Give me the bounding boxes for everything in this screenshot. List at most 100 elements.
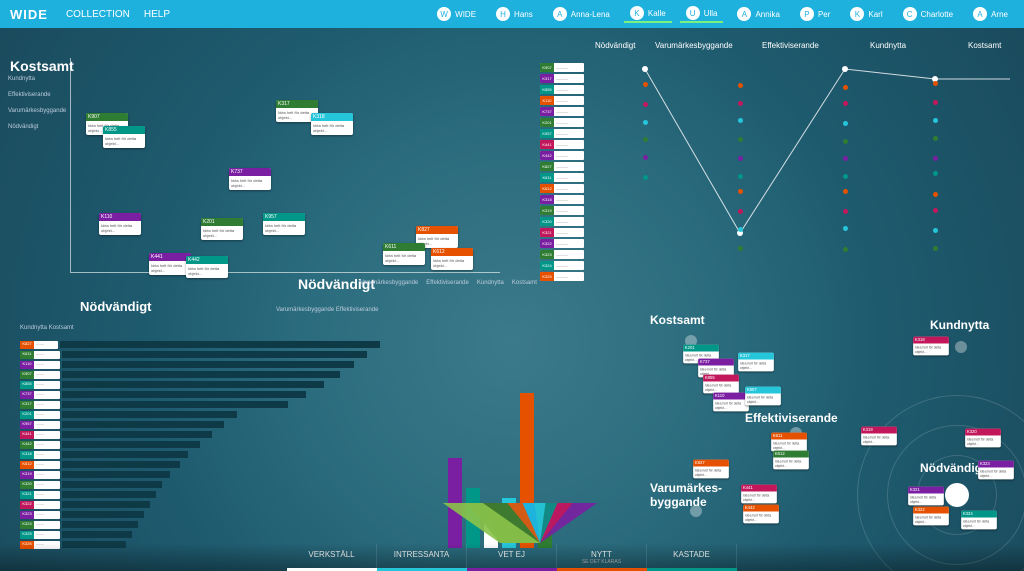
bottom-tab[interactable]: NYTTSE DET KLARAS xyxy=(557,544,647,571)
idea-card[interactable]: K612Idéa helt för detta objekt... xyxy=(773,451,809,470)
q1-scatter[interactable]: K907Idéa helt för detta objekt...K855Idé… xyxy=(70,58,500,273)
user-chip[interactable]: AArne xyxy=(967,5,1014,23)
rank-dot[interactable] xyxy=(738,227,743,232)
nav-collection[interactable]: COLLECTION xyxy=(66,9,130,20)
q2-row[interactable]: K201——— xyxy=(540,118,584,127)
q3-bar-row[interactable]: K319—— xyxy=(20,470,380,479)
idea-card[interactable]: K855Idéa helt för detta objekt... xyxy=(103,126,145,148)
q2-row[interactable]: K323——— xyxy=(540,250,584,259)
bottom-tab[interactable]: VERKSTÄLL xyxy=(287,544,377,571)
idea-card[interactable]: K827Idéa helt för detta objekt... xyxy=(693,460,729,479)
idea-card[interactable]: K907Idéa helt för detta objekt... xyxy=(745,387,781,406)
rank-dot[interactable] xyxy=(933,100,938,105)
rank-dot[interactable] xyxy=(738,209,743,214)
user-chip[interactable]: HHans xyxy=(490,5,539,23)
idea-card[interactable]: K317Idéa helt för detta objekt... xyxy=(738,353,774,372)
idea-card[interactable]: K110Idéa helt för detta objekt... xyxy=(713,393,749,412)
q4-clusters[interactable]: KostsamtKundnyttaEffektiviserandeVarumär… xyxy=(640,313,1010,538)
user-chip[interactable]: CCharlotte xyxy=(897,5,959,23)
idea-card[interactable]: K318Idéa helt för detta objekt... xyxy=(913,337,949,356)
idea-card[interactable]: K737Idéa helt för detta objekt... xyxy=(229,168,271,190)
rank-dot[interactable] xyxy=(933,192,938,197)
q2-row[interactable]: K318——— xyxy=(540,195,584,204)
rank-dot[interactable] xyxy=(843,174,848,179)
q2-row[interactable]: K441——— xyxy=(540,140,584,149)
bottom-tab[interactable]: INTRESSANTA xyxy=(377,544,467,571)
idea-card[interactable]: K441Idéa helt för detta objekt... xyxy=(149,253,191,275)
q2-row[interactable]: K611——— xyxy=(540,173,584,182)
idea-card[interactable]: K611Idéa helt för detta objekt... xyxy=(771,433,807,452)
rank-dot[interactable] xyxy=(738,101,743,106)
idea-card[interactable]: K441Idéa helt för detta objekt... xyxy=(741,485,777,504)
rank-dot[interactable] xyxy=(843,121,848,126)
nav-help[interactable]: HELP xyxy=(144,9,170,20)
rank-dot[interactable] xyxy=(843,101,848,106)
q2-row[interactable]: K322——— xyxy=(540,239,584,248)
q3-bar-row[interactable]: K318—— xyxy=(20,450,380,459)
q2-row[interactable]: K324——— xyxy=(540,261,584,270)
q2-row[interactable]: K325——— xyxy=(540,272,584,281)
user-chip[interactable]: KKarl xyxy=(844,5,888,23)
idea-card[interactable]: K324Idéa helt för detta objekt... xyxy=(961,511,997,530)
cluster-node[interactable] xyxy=(955,341,967,353)
rank-dot[interactable] xyxy=(643,120,648,125)
idea-card[interactable]: K442Idéa helt för detta objekt... xyxy=(743,505,779,524)
idea-card[interactable]: K320Idéa helt för detta objekt... xyxy=(965,429,1001,448)
rank-dot[interactable] xyxy=(933,171,938,176)
idea-card[interactable]: K322Idéa helt för detta objekt... xyxy=(913,507,949,526)
q3-bar-row[interactable]: K737—— xyxy=(20,390,380,399)
rank-dot[interactable] xyxy=(738,174,743,179)
q2-row[interactable]: K320——— xyxy=(540,217,584,226)
q3-bar-row[interactable]: K110—— xyxy=(20,360,380,369)
rank-dot[interactable] xyxy=(738,246,743,251)
idea-card[interactable]: K612Idéa helt för detta objekt... xyxy=(431,248,473,270)
q2-row[interactable]: K319——— xyxy=(540,206,584,215)
q3-bar-row[interactable]: K611—— xyxy=(20,350,380,359)
rank-dot[interactable] xyxy=(933,118,938,123)
idea-card[interactable]: K321Idéa helt för detta objekt... xyxy=(908,487,944,506)
q2-row[interactable]: K827——— xyxy=(540,162,584,171)
bottom-tab[interactable]: KASTADE xyxy=(647,544,737,571)
idea-card[interactable]: K611Idéa helt för detta objekt... xyxy=(383,243,425,265)
rank-dot[interactable] xyxy=(933,81,938,86)
user-chip[interactable]: WWIDE xyxy=(431,5,482,23)
q2-item-list[interactable]: K907———K317———K855———K110———K737———K201—… xyxy=(540,63,584,283)
rank-dot[interactable] xyxy=(738,83,743,88)
q2-network[interactable]: NödvändigtVarumärkesbyggandeEffektiviser… xyxy=(540,41,1010,291)
rank-dot[interactable] xyxy=(933,136,938,141)
q3-bar-row[interactable]: K827—— xyxy=(20,340,380,349)
q3-bar-row[interactable]: K321—— xyxy=(20,490,380,499)
rank-dot[interactable] xyxy=(643,82,648,87)
q3-bar-row[interactable]: K612—— xyxy=(20,460,380,469)
rank-dot[interactable] xyxy=(843,85,848,90)
q2-row[interactable]: K737——— xyxy=(540,107,584,116)
user-chip[interactable]: AAnnika xyxy=(731,5,785,23)
rank-dot[interactable] xyxy=(643,175,648,180)
q3-bar-row[interactable]: K855—— xyxy=(20,380,380,389)
idea-card[interactable]: K957Idéa helt för detta objekt... xyxy=(263,213,305,235)
q2-row[interactable]: K855——— xyxy=(540,85,584,94)
bottom-tab[interactable]: VET EJ xyxy=(467,544,557,571)
rank-dot[interactable] xyxy=(738,118,743,123)
user-chip[interactable]: UUlla xyxy=(680,5,724,23)
q2-row[interactable]: K317——— xyxy=(540,74,584,83)
q2-row[interactable]: K110——— xyxy=(540,96,584,105)
idea-card[interactable]: K319Idéa helt för detta objekt... xyxy=(861,427,897,446)
rank-dot[interactable] xyxy=(738,137,743,142)
rank-dot[interactable] xyxy=(843,139,848,144)
idea-card[interactable]: K110Idéa helt för detta objekt... xyxy=(99,213,141,235)
q2-row[interactable]: K321——— xyxy=(540,228,584,237)
q2-row[interactable]: K612——— xyxy=(540,184,584,193)
q2-row[interactable]: K442——— xyxy=(540,151,584,160)
user-chip[interactable]: KKalle xyxy=(624,5,672,23)
rank-dot[interactable] xyxy=(843,209,848,214)
rank-dot[interactable] xyxy=(843,247,848,252)
q3-bar-row[interactable]: K320—— xyxy=(20,480,380,489)
idea-card[interactable]: K318Idéa helt för detta objekt... xyxy=(311,113,353,135)
idea-card[interactable]: K855Idéa helt för detta objekt... xyxy=(703,375,739,394)
q3-bar-row[interactable]: K442—— xyxy=(20,440,380,449)
q2-row[interactable]: K957——— xyxy=(540,129,584,138)
idea-card[interactable]: K201Idéa helt för detta objekt... xyxy=(201,218,243,240)
q3-bar-row[interactable]: K201—— xyxy=(20,410,380,419)
cluster-node[interactable] xyxy=(945,483,969,507)
